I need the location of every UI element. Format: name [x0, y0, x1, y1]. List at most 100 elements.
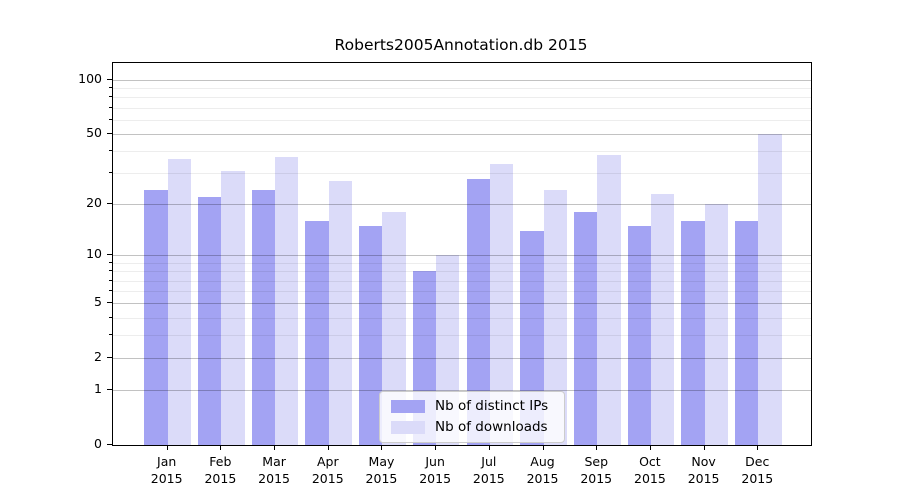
x-tick-label-jun: Jun 2015: [419, 454, 452, 486]
legend-label-downloads: Nb of downloads: [435, 419, 548, 435]
bar-may-ips: [359, 225, 383, 445]
legend-label-distinct-ips: Nb of distinct IPs: [435, 398, 549, 414]
bar-dec-downloads: [758, 134, 782, 445]
legend: Nb of distinct IPs Nb of downloads: [379, 391, 566, 443]
x-tick-mark: [542, 446, 544, 450]
y-tick-mark-minor: [109, 261, 112, 263]
bar-jul-ips: [466, 178, 490, 445]
bar-oct-downloads: [650, 193, 675, 445]
x-tick-mark: [757, 446, 759, 450]
gridline-minor: [113, 173, 811, 175]
bar-jan-ips: [144, 190, 168, 445]
y-tick-mark: [107, 444, 112, 445]
gridline-major: [113, 204, 811, 206]
bar-sep-ips: [573, 212, 598, 445]
x-tick-label-may: May 2015: [365, 454, 398, 486]
gridline-minor: [113, 97, 811, 99]
y-tick-label: 10: [86, 246, 102, 262]
x-tick-label-dec: Dec 2015: [741, 454, 774, 486]
y-tick-mark-minor: [109, 106, 112, 108]
gridline-minor: [113, 151, 811, 153]
gridline-minor: [113, 317, 811, 319]
gridline-minor: [113, 280, 811, 282]
bar-apr-ips: [305, 220, 329, 445]
x-tick-label-jul: Jul 2015: [472, 454, 505, 486]
y-tick-label: 1: [94, 381, 102, 397]
x-tick-mark: [327, 446, 329, 450]
x-tick-label-jan: Jan 2015: [150, 454, 183, 486]
legend-swatch-distinct-ips: [391, 399, 425, 413]
y-tick-label: 5: [94, 294, 102, 310]
legend-item-downloads: Nb of downloads: [391, 419, 552, 435]
bar-mar-ips: [251, 190, 276, 445]
y-tick-mark: [107, 357, 112, 359]
gridline-minor: [113, 119, 811, 121]
bar-oct-ips: [627, 225, 651, 445]
y-tick-mark-minor: [109, 270, 112, 272]
y-tick-label: 100: [78, 71, 102, 86]
bar-dec-ips: [734, 220, 759, 445]
x-tick-mark: [703, 446, 705, 450]
legend-swatch-downloads: [391, 420, 425, 434]
x-tick-label-nov: Nov 2015: [687, 454, 720, 486]
y-tick-label: 0: [94, 436, 102, 451]
y-tick-label: 50: [86, 125, 102, 141]
x-tick-label-mar: Mar 2015: [258, 454, 290, 486]
x-tick-label-sep: Sep 2015: [580, 454, 613, 486]
gridline-minor: [113, 271, 811, 273]
y-tick-mark: [107, 254, 112, 256]
y-tick-mark-minor: [109, 316, 112, 318]
x-tick-mark: [596, 446, 598, 450]
gridline-minor: [113, 335, 811, 337]
bar-aug-downloads: [543, 190, 567, 445]
x-tick-label-aug: Aug 2015: [526, 454, 559, 486]
bar-feb-ips: [198, 197, 222, 445]
y-tick-mark-minor: [109, 279, 112, 281]
y-tick-mark: [107, 203, 112, 205]
gridline-minor: [113, 291, 811, 293]
x-tick-label-apr: Apr 2015: [311, 454, 344, 486]
legend-item-distinct-ips: Nb of distinct IPs: [391, 398, 552, 414]
chart-title: Roberts2005Annotation.db 2015: [334, 36, 588, 54]
gridline-major: [113, 390, 811, 392]
y-tick-mark-minor: [109, 290, 112, 292]
y-tick-mark: [107, 79, 112, 80]
gridline-minor: [113, 262, 811, 264]
gridline-major: [113, 255, 811, 257]
x-tick-mark: [649, 446, 651, 450]
y-tick-label: 20: [86, 195, 102, 211]
x-tick-mark: [274, 446, 276, 450]
bar-sep-downloads: [597, 155, 621, 445]
bar-jan-downloads: [167, 159, 191, 445]
grid-layer: [113, 63, 811, 445]
bar-nov-ips: [681, 220, 705, 445]
gridline-major: [113, 358, 811, 360]
bar-nov-downloads: [704, 204, 728, 445]
gridline-major: [113, 134, 811, 136]
y-tick-label: 2: [94, 349, 102, 365]
y-tick-mark-minor: [109, 96, 112, 98]
x-tick-label-oct: Oct 2015: [634, 454, 666, 486]
gridline-minor: [113, 107, 811, 109]
y-tick-mark-minor: [109, 150, 112, 152]
y-tick-mark-minor: [109, 87, 112, 89]
bar-apr-downloads: [328, 181, 353, 445]
x-tick-mark: [488, 446, 490, 450]
x-tick-mark: [435, 446, 437, 450]
y-tick-mark: [107, 389, 112, 391]
x-tick-mark: [220, 446, 222, 450]
y-tick-mark: [107, 302, 112, 304]
y-tick-mark-minor: [109, 334, 112, 336]
bar-mar-downloads: [275, 157, 299, 445]
bar-feb-downloads: [221, 170, 245, 445]
bar-jul-downloads: [489, 163, 514, 445]
x-tick-label-feb: Feb 2015: [204, 454, 237, 486]
x-tick-mark: [381, 446, 383, 450]
plot-area: Nb of distinct IPs Nb of downloads: [112, 62, 812, 446]
y-tick-mark-minor: [109, 172, 112, 174]
bar-may-downloads: [382, 212, 406, 445]
y-tick-mark: [107, 133, 112, 135]
y-tick-mark-minor: [109, 118, 112, 120]
x-tick-mark: [166, 446, 168, 450]
